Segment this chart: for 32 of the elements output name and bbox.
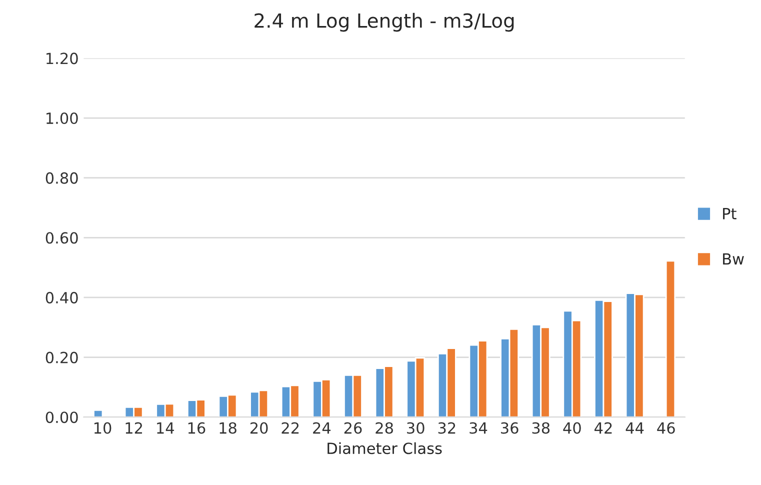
chart-title: 2.4 m Log Length - m3/Log bbox=[254, 12, 514, 32]
x-tick-label: 28 bbox=[376, 422, 393, 434]
bar bbox=[665, 260, 676, 418]
legend-label: Bw bbox=[723, 253, 744, 265]
x-tick-label: 36 bbox=[500, 422, 518, 434]
x-tick-label: 12 bbox=[126, 422, 142, 434]
x-tick-label: 42 bbox=[594, 422, 612, 434]
y-tick-label: 0.40 bbox=[46, 292, 78, 304]
y-tick-label: 0.80 bbox=[46, 172, 78, 184]
x-tick-label: 14 bbox=[157, 422, 174, 434]
x-tick-label: 32 bbox=[438, 422, 456, 434]
x-tick-label: 44 bbox=[626, 422, 644, 434]
legend-label: Pt bbox=[723, 208, 736, 220]
x-tick-label: 10 bbox=[94, 422, 112, 434]
x-tick-label: 16 bbox=[188, 422, 206, 434]
x-tick-label: 26 bbox=[344, 422, 362, 434]
x-tick-label: 30 bbox=[407, 422, 424, 434]
x-axis-title: Diameter Class bbox=[328, 442, 442, 454]
y-tick-label: 0.60 bbox=[46, 232, 78, 244]
x-tick-label: 46 bbox=[657, 422, 675, 434]
y-tick-label: 0.00 bbox=[46, 412, 78, 424]
x-tick-label: 22 bbox=[282, 422, 299, 434]
x-tick-label: 24 bbox=[313, 422, 331, 434]
y-tick-label: 1.20 bbox=[46, 52, 78, 64]
x-tick-label: 38 bbox=[532, 422, 550, 434]
bar bbox=[93, 410, 104, 418]
x-tick-label: 34 bbox=[470, 422, 488, 434]
y-tick-label: 0.20 bbox=[46, 352, 78, 364]
y-tick-label: 1.00 bbox=[46, 112, 78, 124]
x-tick-label: 40 bbox=[563, 422, 581, 434]
x-tick-label: 18 bbox=[220, 422, 236, 434]
x-tick-label: 20 bbox=[250, 422, 268, 434]
